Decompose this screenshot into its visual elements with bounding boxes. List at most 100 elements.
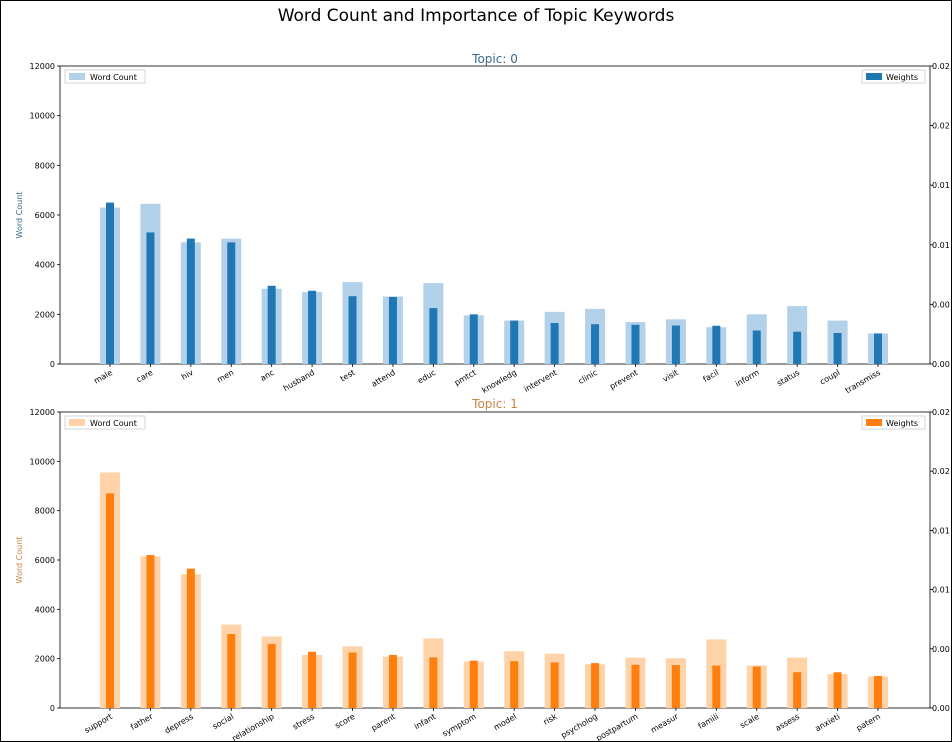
y-tick-label: 8000 — [35, 161, 55, 170]
bar-weight-status — [793, 331, 802, 364]
legend-word-count: Word Count — [64, 69, 146, 84]
x-tick-label: male — [92, 368, 114, 386]
bar-weight-score — [348, 652, 357, 708]
x-tick-label: transmiss — [844, 368, 882, 395]
bar-weight-attend — [388, 296, 397, 364]
bar-weight-care — [146, 232, 155, 364]
y2-tick-label: 0.00 — [932, 300, 950, 309]
legend-swatch-word-count — [69, 419, 85, 426]
x-tick-label: visit — [661, 368, 680, 384]
bar-weight-infant — [429, 657, 438, 708]
bar-weight-postpartum — [631, 664, 640, 708]
legend-word-count: Word Count — [64, 415, 146, 430]
legend-label-weights: Weights — [886, 419, 918, 428]
x-tick-label: relationship — [230, 712, 275, 742]
y-tick-label: 0 — [50, 704, 55, 713]
x-tick-label: facil — [701, 368, 720, 384]
bar-weight-hiv — [186, 238, 195, 364]
y-tick-label: 2000 — [35, 310, 55, 319]
bar-weight-psycholog — [591, 663, 600, 708]
bar-weight-inform — [752, 330, 761, 364]
y2-tick-label: 0.02 — [932, 408, 950, 417]
bar-weight-coupl — [833, 332, 842, 364]
figure-title: Word Count and Importance of Topic Keywo… — [277, 6, 675, 26]
x-tick-label: test — [339, 368, 357, 383]
x-tick-label: social — [211, 712, 235, 731]
y-tick-label: 0 — [50, 360, 55, 369]
y2-tick-label: 0.02 — [932, 467, 950, 476]
y2-tick-label: 0.00 — [932, 360, 950, 369]
x-tick-label: measur — [649, 712, 680, 735]
x-tick-label: support — [83, 712, 114, 735]
bar-weight-measur — [671, 665, 680, 708]
y2-tick-label: 0.01 — [932, 526, 950, 535]
y-tick-label: 10000 — [30, 457, 55, 466]
bar-weight-test — [348, 296, 357, 364]
x-tick-label: educ — [416, 368, 437, 386]
x-tick-label: father — [129, 712, 155, 732]
y-tick-label: 4000 — [35, 605, 55, 614]
x-tick-label: score — [333, 712, 356, 731]
bar-weight-scale — [752, 666, 761, 708]
bar-weight-symptom — [469, 660, 478, 708]
x-tick-label: care — [135, 368, 155, 385]
bar-weight-visit — [671, 325, 680, 364]
x-tick-label: infant — [413, 712, 438, 731]
y-tick-label: 6000 — [35, 556, 55, 565]
x-tick-label: coupl — [818, 368, 841, 387]
x-tick-label: symptom — [441, 712, 478, 739]
x-tick-label: attend — [370, 368, 397, 389]
bar-weight-men — [227, 242, 236, 364]
y-tick-label: 12000 — [30, 62, 55, 71]
x-tick-label: hiv — [180, 368, 195, 382]
x-tick-label: postpartum — [595, 712, 640, 742]
bar-weight-anc — [267, 285, 276, 364]
x-tick-label: famili — [697, 712, 721, 731]
x-tick-label: psycholog — [559, 712, 599, 740]
bar-weight-model — [510, 661, 519, 708]
x-tick-label: prevent — [608, 368, 639, 391]
y-axis-label: Word Count — [15, 537, 24, 584]
legend-swatch-weights — [866, 73, 882, 80]
y2-tick-label: 0.01 — [932, 241, 950, 250]
panel-title: Topic: 0 — [471, 52, 518, 66]
legend-label-word-count: Word Count — [90, 419, 137, 428]
y2-tick-label: 0.00 — [932, 704, 950, 713]
y-tick-label: 12000 — [30, 408, 55, 417]
bar-weight-father — [146, 555, 155, 708]
bar-weight-relationship — [267, 643, 276, 708]
y-tick-label: 4000 — [35, 261, 55, 270]
bar-weight-male — [106, 202, 114, 364]
x-tick-label: knowledg — [480, 368, 518, 395]
bar-weight-knowledg — [510, 320, 519, 364]
bar-weight-risk — [550, 662, 559, 708]
x-tick-label: patern — [855, 712, 882, 733]
y-axis-label: Word Count — [15, 192, 24, 239]
y2-tick-label: 0.01 — [932, 586, 950, 595]
x-tick-label: stress — [291, 712, 316, 732]
bar-weight-pmtct — [469, 314, 478, 364]
x-tick-label: scale — [738, 712, 760, 730]
chart-panel-0: Topic: 0 0 2000 4000 6000 8000 10000 12000 0.00 0… — [15, 52, 950, 395]
bar-weight-educ — [429, 308, 438, 364]
bar-weight-patern — [874, 675, 882, 708]
bar-weight-intervent — [550, 323, 559, 364]
bar-weight-clinic — [591, 324, 600, 364]
y2-tick-label: 0.02 — [932, 62, 950, 71]
x-tick-label: inform — [734, 368, 761, 389]
bar-weight-prevent — [631, 324, 640, 364]
legend-label-weights: Weights — [886, 73, 918, 82]
y2-tick-label: 0.02 — [932, 122, 950, 131]
bar-weight-social — [227, 634, 236, 708]
legend-swatch-weights — [866, 419, 882, 426]
bar-weight-husband — [308, 290, 317, 364]
legend-label-word-count: Word Count — [90, 73, 137, 82]
x-tick-label: parent — [370, 712, 397, 733]
legend-weights: Weights — [861, 69, 926, 84]
x-tick-label: anc — [259, 368, 276, 383]
x-tick-label: depress — [163, 712, 195, 736]
bar-weight-stress — [308, 651, 317, 708]
bar-weight-famili — [712, 665, 721, 708]
bar-weight-parent — [388, 654, 397, 708]
